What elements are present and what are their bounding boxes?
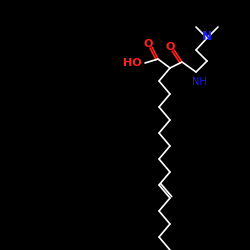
Text: HO: HO bbox=[124, 58, 142, 68]
Text: O: O bbox=[165, 42, 175, 52]
Text: NH: NH bbox=[192, 77, 207, 87]
Text: O: O bbox=[143, 39, 153, 49]
Text: N: N bbox=[202, 30, 212, 44]
